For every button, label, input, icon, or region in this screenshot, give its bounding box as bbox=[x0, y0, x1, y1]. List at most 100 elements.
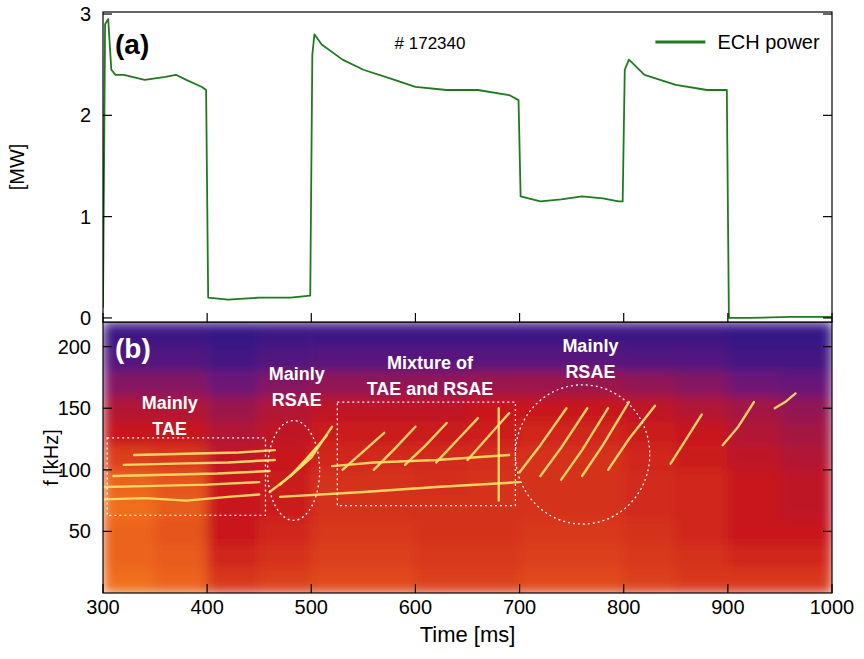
y-tick bbox=[103, 115, 112, 116]
heatmap-cell bbox=[259, 421, 312, 446]
heatmap-cell bbox=[207, 544, 260, 569]
heatmap-cell bbox=[311, 568, 364, 593]
x-tick-label: 400 bbox=[190, 596, 223, 618]
mode-trace bbox=[775, 393, 796, 408]
heatmap-cell bbox=[624, 421, 677, 446]
heatmap-cell bbox=[572, 396, 625, 421]
heatmap-cell bbox=[363, 322, 416, 347]
heatmap-cell bbox=[624, 396, 677, 421]
heatmap-cell bbox=[728, 396, 781, 421]
heatmap-cell bbox=[311, 519, 364, 544]
frame bbox=[103, 12, 832, 322]
heatmap-cell bbox=[311, 544, 364, 569]
heatmap-cell bbox=[155, 519, 208, 544]
x-tick bbox=[727, 584, 728, 593]
heatmap-cell bbox=[363, 544, 416, 569]
y-tick bbox=[823, 346, 832, 347]
heatmap-cell bbox=[780, 421, 832, 446]
heatmap-cell bbox=[780, 544, 832, 569]
heatmap-cell bbox=[415, 519, 468, 544]
heatmap-cell bbox=[468, 568, 521, 593]
heatmap-cell bbox=[676, 568, 729, 593]
y-tick bbox=[823, 408, 832, 409]
heatmap-cell bbox=[728, 494, 781, 519]
heatmap-cell bbox=[468, 494, 521, 519]
heatmap-cell bbox=[676, 494, 729, 519]
heatmap-cell bbox=[155, 544, 208, 569]
heatmap-cell bbox=[207, 519, 260, 544]
heatmap-cell bbox=[415, 421, 468, 446]
heatmap-cell bbox=[155, 445, 208, 470]
annotations: Mainly TAE Mainly RSAE Mixture of TAE and RSA… bbox=[142, 336, 619, 439]
x-tick bbox=[831, 313, 832, 322]
heatmap-cell bbox=[780, 470, 832, 495]
heatmap-cell bbox=[259, 494, 312, 519]
heatmap-cell bbox=[676, 371, 729, 396]
heatmap-cell bbox=[468, 544, 521, 569]
mode-trace bbox=[103, 482, 259, 487]
annotation: TAE and RSAE bbox=[367, 379, 494, 399]
mode-trace bbox=[608, 406, 655, 470]
mode-trace bbox=[582, 402, 629, 476]
mode-traces bbox=[103, 393, 796, 500]
x-tick bbox=[623, 313, 624, 322]
x-tick-label: 700 bbox=[503, 596, 536, 618]
heatmap-cell bbox=[207, 396, 260, 421]
y-tick bbox=[823, 469, 832, 470]
heatmap-cell bbox=[780, 519, 832, 544]
heatmap-cell bbox=[572, 519, 625, 544]
heatmap-cell bbox=[155, 347, 208, 372]
heatmap-cell bbox=[259, 544, 312, 569]
y-axis-title: [MW] bbox=[6, 144, 28, 191]
heatmap-cell bbox=[728, 347, 781, 372]
heatmap-cell bbox=[780, 494, 832, 519]
y-tick-label: 150 bbox=[58, 397, 91, 419]
heatmap-cell bbox=[780, 347, 832, 372]
heatmap-cell bbox=[103, 470, 156, 495]
y-tick-label: 100 bbox=[58, 459, 91, 481]
heatmap-cell bbox=[676, 445, 729, 470]
heatmap-cell bbox=[415, 470, 468, 495]
x-axis-title: Time [ms] bbox=[420, 622, 516, 647]
mode-trace bbox=[103, 494, 259, 500]
heatmap-cell bbox=[676, 544, 729, 569]
heatmap-cell bbox=[311, 322, 364, 347]
heatmap-cell bbox=[728, 445, 781, 470]
y-tick bbox=[103, 216, 112, 217]
heatmap-cell bbox=[259, 322, 312, 347]
heatmap-cell bbox=[780, 445, 832, 470]
heatmap-cell bbox=[207, 445, 260, 470]
heatmap-cell bbox=[207, 568, 260, 593]
heatmap-cell bbox=[728, 371, 781, 396]
heatmap-cell bbox=[676, 470, 729, 495]
region-box bbox=[107, 438, 265, 516]
heatmap-cell bbox=[155, 322, 208, 347]
annotation: RSAE bbox=[272, 390, 322, 410]
heatmap-cell bbox=[676, 396, 729, 421]
x-tick-label: 500 bbox=[295, 596, 328, 618]
annotation: Mainly bbox=[269, 364, 325, 384]
mode-trace bbox=[520, 408, 567, 472]
y-tick-label: 200 bbox=[58, 336, 91, 358]
heatmap-cell bbox=[624, 322, 677, 347]
annotation: TAE bbox=[152, 419, 187, 439]
figure: Mainly TAE Mainly RSAE Mixture of TAE and RSA… bbox=[0, 0, 864, 659]
annotation: Mainly bbox=[562, 336, 618, 356]
mode-trace bbox=[468, 413, 510, 460]
x-tick bbox=[415, 584, 416, 593]
heatmap-cell bbox=[676, 322, 729, 347]
x-tick-label: 1000 bbox=[810, 596, 855, 618]
mode-trace bbox=[498, 408, 500, 500]
y-tick bbox=[823, 216, 832, 217]
legend-label: ECH power bbox=[717, 31, 820, 53]
annotation: RSAE bbox=[565, 362, 615, 382]
heatmap-cell bbox=[468, 347, 521, 372]
y-tick-label: 50 bbox=[69, 520, 91, 542]
annotation: Mixture of bbox=[387, 353, 474, 373]
heatmap-cell bbox=[728, 519, 781, 544]
heatmap-cell bbox=[520, 371, 573, 396]
x-tick-label: 300 bbox=[86, 596, 119, 618]
heatmap-cell bbox=[520, 568, 573, 593]
x-tick bbox=[415, 313, 416, 322]
y-tick bbox=[823, 13, 832, 14]
